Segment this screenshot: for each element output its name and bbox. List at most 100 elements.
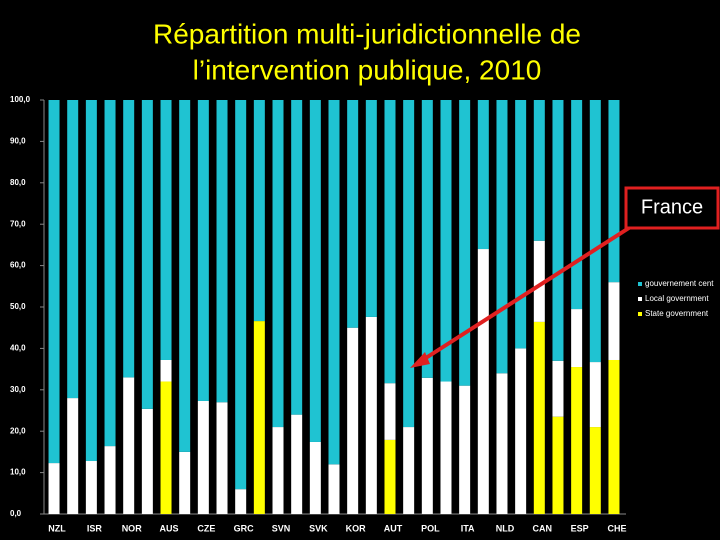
x-tick-label: AUT bbox=[384, 523, 403, 533]
bar-segment bbox=[179, 100, 191, 452]
annotation-box bbox=[624, 186, 720, 230]
bar-segment bbox=[608, 359, 620, 514]
bar-segment bbox=[216, 100, 228, 403]
bar-segment bbox=[459, 100, 471, 386]
bar-segment bbox=[552, 360, 564, 417]
x-tick-label: NLD bbox=[496, 523, 515, 533]
legend-swatch bbox=[638, 282, 642, 286]
bar-segment bbox=[48, 463, 60, 514]
bar-segment bbox=[235, 489, 247, 514]
y-tick-label: 90,0 bbox=[10, 137, 26, 146]
bar-segment bbox=[85, 461, 97, 514]
bar-segment bbox=[272, 100, 284, 428]
legend-label: gouvernement cent bbox=[645, 279, 714, 288]
bar-segment bbox=[197, 400, 209, 514]
x-tick-label: CZE bbox=[197, 523, 215, 533]
y-tick-label: 20,0 bbox=[10, 426, 26, 435]
bar-segment bbox=[384, 439, 396, 514]
bar-segment bbox=[272, 427, 284, 514]
bar-segment bbox=[496, 100, 508, 374]
chart-title: Répartition multi-juridictionnelle de bbox=[153, 18, 581, 49]
bar-segment bbox=[571, 367, 583, 514]
bar-segment bbox=[309, 100, 321, 442]
y-tick-label: 100,0 bbox=[10, 95, 31, 104]
bar-segment bbox=[571, 309, 583, 368]
bar-segment bbox=[365, 316, 377, 514]
bar-segment bbox=[421, 100, 433, 378]
bar-segment bbox=[291, 414, 303, 514]
bar-segment bbox=[589, 362, 601, 428]
bar-segment bbox=[328, 464, 340, 514]
bar-segment bbox=[552, 416, 564, 514]
bar-segment bbox=[384, 383, 396, 440]
legend-swatch bbox=[638, 297, 642, 301]
y-tick-label: 50,0 bbox=[10, 302, 26, 311]
bar-segment bbox=[533, 100, 545, 241]
y-tick-label: 0,0 bbox=[10, 509, 22, 518]
x-tick-label: CHE bbox=[607, 523, 626, 533]
y-tick-label: 30,0 bbox=[10, 385, 26, 394]
x-tick-label: KOR bbox=[346, 523, 367, 533]
bar-segment bbox=[253, 321, 265, 514]
bar-segment bbox=[347, 327, 359, 514]
annotation: France bbox=[641, 196, 703, 218]
bar-segment bbox=[141, 408, 153, 514]
bar-segment bbox=[440, 100, 452, 382]
bar-segment bbox=[179, 451, 191, 514]
bar-segment bbox=[67, 398, 79, 514]
bar-segment bbox=[421, 377, 433, 514]
bar-segment bbox=[160, 381, 172, 514]
bar-segment bbox=[197, 100, 209, 401]
chart-title: l’intervention publique, 2010 bbox=[193, 54, 542, 85]
bar-segment bbox=[589, 427, 601, 514]
bar-segment bbox=[291, 100, 303, 415]
bar-segment bbox=[459, 385, 471, 514]
bar-segment bbox=[533, 321, 545, 514]
x-tick-label: GRC bbox=[234, 523, 255, 533]
bar-segment bbox=[235, 100, 247, 490]
x-tick-label: NOR bbox=[122, 523, 143, 533]
bar-segment bbox=[515, 100, 527, 349]
bar-segment bbox=[123, 100, 135, 378]
y-tick-label: 60,0 bbox=[10, 261, 26, 270]
x-tick-label: SVN bbox=[272, 523, 291, 533]
bar-segment bbox=[104, 100, 116, 447]
bar-segment bbox=[160, 359, 172, 382]
bar-segment bbox=[347, 100, 359, 328]
x-tick-label: SVK bbox=[309, 523, 328, 533]
legend-label: State government bbox=[645, 309, 709, 318]
x-tick-label: POL bbox=[421, 523, 440, 533]
x-tick-label: NZL bbox=[48, 523, 66, 533]
bar-segment bbox=[123, 377, 135, 514]
bar-segment bbox=[515, 348, 527, 514]
bar-segment bbox=[533, 240, 545, 322]
bar-segment bbox=[384, 100, 396, 384]
bar-segment bbox=[552, 100, 564, 361]
bar-segment bbox=[160, 100, 172, 360]
bar-segment bbox=[216, 402, 228, 514]
bar-segment bbox=[141, 100, 153, 409]
bar-segment bbox=[477, 249, 489, 515]
annotation-arrow bbox=[416, 224, 634, 365]
bar-segment bbox=[589, 100, 601, 363]
bar-segment bbox=[477, 100, 489, 250]
legend-label: Local government bbox=[645, 294, 709, 303]
x-tick-label: ISR bbox=[87, 523, 103, 533]
bar-segment bbox=[608, 282, 620, 360]
bar-segment bbox=[496, 373, 508, 514]
x-tick-label: ITA bbox=[461, 523, 475, 533]
bar-segment bbox=[571, 100, 583, 310]
arrow-head bbox=[410, 352, 430, 368]
y-tick-label: 80,0 bbox=[10, 178, 26, 187]
x-tick-label: AUS bbox=[160, 523, 179, 533]
y-tick-label: 10,0 bbox=[10, 468, 26, 477]
y-tick-label: 70,0 bbox=[10, 219, 26, 228]
x-tick-label: ESP bbox=[571, 523, 589, 533]
bar-segment bbox=[608, 100, 620, 283]
legend-swatch bbox=[638, 312, 642, 316]
x-tick-label: CAN bbox=[533, 523, 553, 533]
bar-segment bbox=[328, 100, 340, 465]
bar-segment bbox=[309, 441, 321, 514]
bar-segment bbox=[48, 100, 60, 464]
